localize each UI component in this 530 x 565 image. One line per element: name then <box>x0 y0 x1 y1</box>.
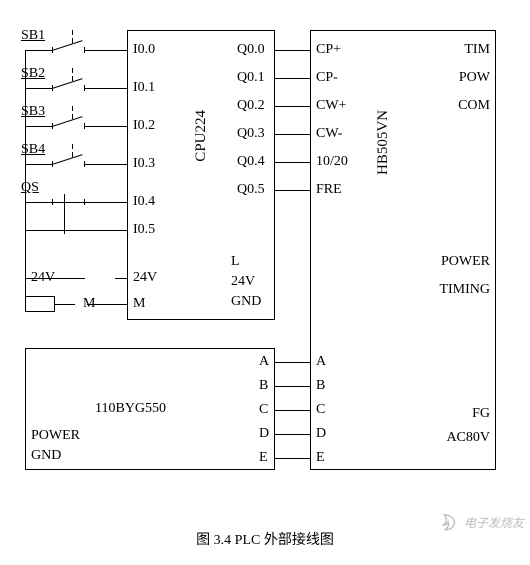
motor-right-pin: D <box>259 426 269 442</box>
cpu-right-pin: Q0.2 <box>237 98 265 114</box>
driver-left-pin: B <box>316 378 325 394</box>
driver-block-label: HB505VN <box>375 110 392 175</box>
cpu-left-pin: I0.0 <box>133 42 155 58</box>
driver-left-pin: CW+ <box>316 98 346 114</box>
driver-right-label: TIMING <box>430 282 490 298</box>
driver-right-label: FG <box>430 406 490 422</box>
driver-right-label: POWER <box>430 254 490 270</box>
driver-right-label: POW <box>430 70 490 86</box>
wire-cpu-drv <box>275 162 310 163</box>
switch-blade <box>52 78 83 89</box>
driver-right-label: TIM <box>430 42 490 58</box>
cpu-left-pin: I0.3 <box>133 156 155 172</box>
cpu-left-pin: I0.5 <box>133 222 155 238</box>
wire-sw-to-cpu <box>84 126 127 127</box>
driver-left-pin: 10/20 <box>316 154 348 170</box>
motor-block-label: 110BYG550 <box>95 401 166 417</box>
wire-motor-drv <box>275 458 310 459</box>
motor-right-pin: E <box>259 450 268 466</box>
wire-sw-lead <box>25 50 52 51</box>
driver-right-label: COM <box>430 98 490 114</box>
wire-motor-drv <box>275 434 310 435</box>
switch-blade <box>52 40 83 51</box>
wire-cpu-drv <box>275 106 310 107</box>
cpu-inner-label: L <box>231 254 240 270</box>
wire-motor-drv <box>275 386 310 387</box>
driver-left-pin: D <box>316 426 326 442</box>
cpu-right-pin: Q0.4 <box>237 154 265 170</box>
wire-sw-to-cpu <box>84 202 127 203</box>
wire-cpu-drv <box>275 78 310 79</box>
bus-left <box>25 50 26 304</box>
wire-sw-to-cpu <box>84 88 127 89</box>
driver-left-pin: C <box>316 402 325 418</box>
wire-motor-drv <box>275 362 310 363</box>
switch-blade <box>52 116 83 127</box>
driver-left-pin: E <box>316 450 325 466</box>
wire-cpu-drv <box>275 50 310 51</box>
driver-left-pin: A <box>316 354 326 370</box>
sw-dash <box>72 106 73 111</box>
cpu-inner-label: 24V <box>231 274 255 290</box>
driver-left-pin: CP- <box>316 70 338 86</box>
motor-right-pin: A <box>259 354 269 370</box>
motor-left-label: POWER <box>31 428 80 444</box>
cpu-right-pin: Q0.0 <box>237 42 265 58</box>
sw-dash <box>72 114 73 119</box>
cpu-right-pin: Q0.5 <box>237 182 265 198</box>
cpu-inner-label: GND <box>231 294 261 310</box>
watermark: 电子发烧友 <box>438 513 524 535</box>
switch-name: QS <box>21 180 39 196</box>
cpu-block-label: CPU224 <box>193 110 210 162</box>
wire-cpu-drv <box>275 190 310 191</box>
wire-sw-lead <box>25 164 52 165</box>
cpu-right-pin: Q0.3 <box>237 126 265 142</box>
cpu-right-pin: Q0.1 <box>237 70 265 86</box>
wire-sw-lead <box>25 88 52 89</box>
wire-sw-lead <box>25 202 52 203</box>
motor-left-label: GND <box>31 448 61 464</box>
wire-cpu-drv <box>275 134 310 135</box>
qs-rail <box>52 230 84 231</box>
sw-dash <box>72 30 73 35</box>
cpu-left-pin: 24V <box>133 270 157 286</box>
watermark-text: 电子发烧友 <box>464 516 524 530</box>
cpu-left-pin: I0.2 <box>133 118 155 134</box>
switch-blade <box>52 154 83 165</box>
cpu-left-pin: M <box>133 296 145 312</box>
plc-wiring-diagram: CPU224 HB505VN 110BYG550 I0.0 I0.1 I0.2 I0.… <box>0 0 530 565</box>
driver-left-pin: FRE <box>316 182 342 198</box>
sw-dash <box>72 144 73 149</box>
driver-block <box>310 30 496 470</box>
sw-dash <box>72 76 73 81</box>
motor-right-pin: B <box>259 378 268 394</box>
qs-rail <box>52 202 84 203</box>
wire-sw-lead <box>25 126 52 127</box>
gnd-box <box>25 296 55 312</box>
qs-handle <box>64 194 65 234</box>
sw-dash <box>72 38 73 43</box>
wire-qs2-to-cpu <box>84 230 127 231</box>
sw-dash <box>72 152 73 157</box>
cpu-left-pin: I0.4 <box>133 194 155 210</box>
motor-right-pin: C <box>259 402 268 418</box>
driver-right-label: AC80V <box>430 430 490 446</box>
wire-sw-lead <box>25 230 52 231</box>
sw-dash <box>72 68 73 73</box>
wire-sw-to-cpu <box>84 50 127 51</box>
driver-left-pin: CW- <box>316 126 342 142</box>
wire-motor-drv <box>275 410 310 411</box>
cpu-left-pin: I0.1 <box>133 80 155 96</box>
rail-m-stub <box>87 304 127 305</box>
wire-sw-to-cpu <box>84 164 127 165</box>
driver-left-pin: CP+ <box>316 42 341 58</box>
rail-24v <box>25 278 85 279</box>
switch-name: SB1 <box>21 28 45 44</box>
rail-24v-stub <box>115 278 127 279</box>
